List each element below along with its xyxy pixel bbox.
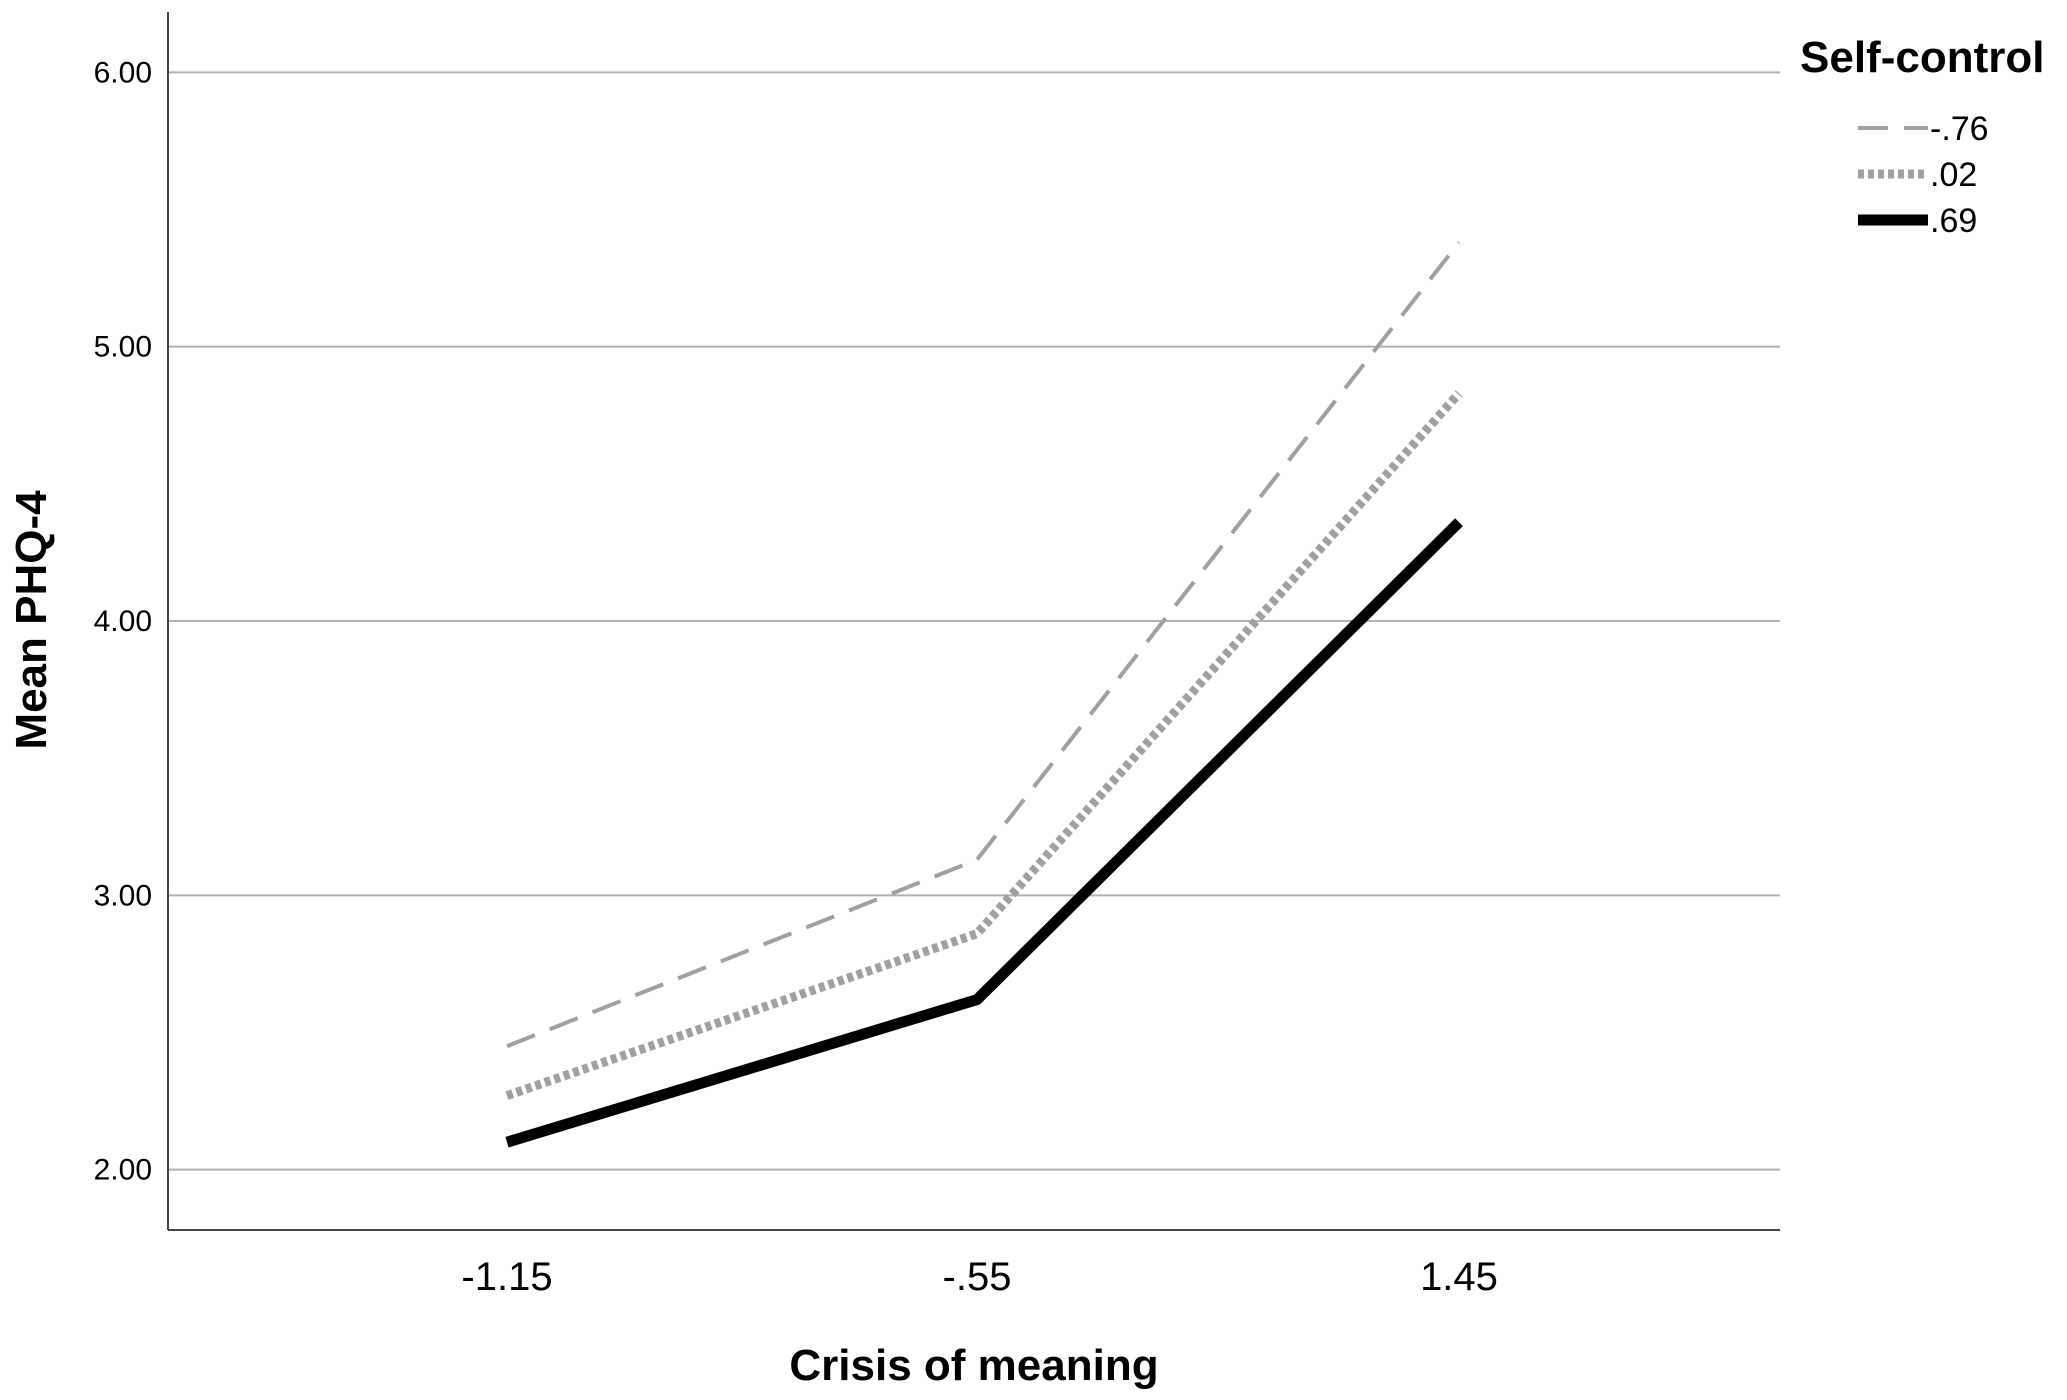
x-tick-labels: -1.15 -.55 1.45 (461, 1255, 1498, 1299)
y-tick-labels: 2.00 3.00 4.00 5.00 6.00 (94, 56, 152, 1186)
y-tick-label: 4.00 (94, 605, 152, 638)
legend: Self-control -.76 .02 .69 (1800, 33, 2044, 240)
x-axis-title: Crisis of meaning (789, 1341, 1158, 1390)
series-line-1 (505, 390, 1463, 1100)
series-lines (505, 241, 1463, 1148)
x-tick-label: -1.15 (461, 1255, 552, 1299)
series-line-0 (506, 241, 1461, 1049)
y-tick-label: 6.00 (94, 56, 152, 89)
y-tick-label: 2.00 (94, 1154, 152, 1187)
legend-label-0: -.76 (1930, 110, 1989, 148)
y-tick-label: 5.00 (94, 331, 152, 364)
legend-title: Self-control (1800, 33, 2044, 82)
axes (167, 12, 1780, 1231)
legend-label-1: .02 (1930, 156, 1977, 194)
x-tick-label: -.55 (943, 1255, 1012, 1299)
series-line-2 (505, 518, 1463, 1148)
gridlines (168, 71, 1780, 1171)
y-axis-title: Mean PHQ-4 (7, 490, 56, 750)
x-tick-label: 1.45 (1420, 1255, 1498, 1299)
y-tick-label: 3.00 (94, 879, 152, 912)
legend-label-2: .69 (1930, 202, 1977, 240)
